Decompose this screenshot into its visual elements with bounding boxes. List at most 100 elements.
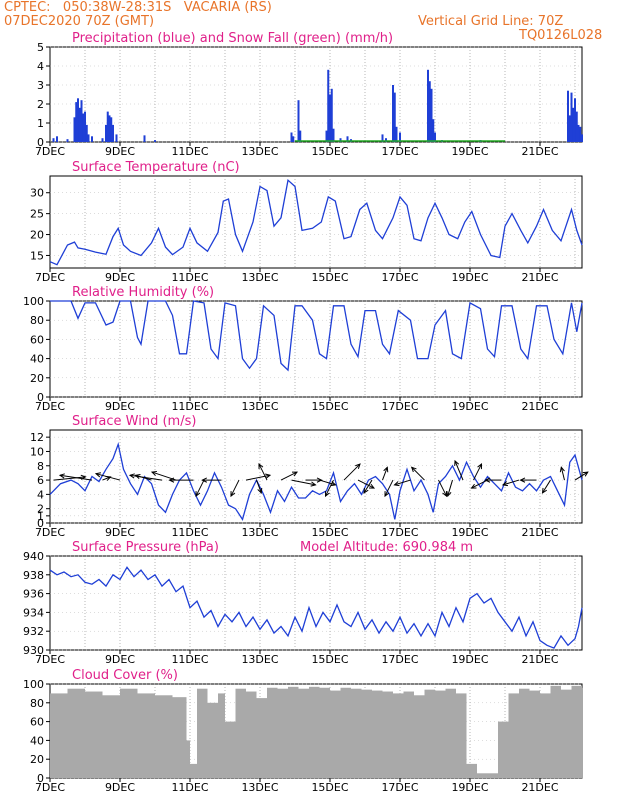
- wind-arrow: [447, 479, 453, 497]
- x-tick-label: 9DEC: [105, 781, 135, 794]
- y-tick-label: 4: [37, 488, 44, 501]
- precip-bar: [392, 85, 394, 142]
- precip-bar: [329, 94, 331, 142]
- wind-arrow: [53, 476, 86, 481]
- y-tick-label: 1: [37, 117, 44, 130]
- precip-bar: [434, 132, 436, 142]
- series-line: [50, 300, 583, 372]
- cloud-bar: [435, 690, 446, 778]
- cloud-bar: [256, 698, 267, 778]
- cloud-bar: [207, 702, 218, 778]
- cloud-bar: [197, 688, 208, 778]
- wind-arrow: [560, 467, 565, 481]
- precip-bar: [430, 88, 433, 142]
- cloud-bar: [172, 697, 187, 778]
- wind-arrow: [319, 479, 336, 486]
- precip-bar: [432, 119, 435, 142]
- cloud-bar: [403, 691, 414, 778]
- wind-arrow: [574, 471, 589, 481]
- panel-5: 0 20 40 60 80 100 7DEC 9DEC 11DEC 13DEC 15DEC 17DEC…: [23, 668, 583, 794]
- x-tick-label: 21DEC: [521, 271, 558, 284]
- x-tick-label: 13DEC: [241, 781, 278, 794]
- cloud-bar: [477, 773, 488, 778]
- y-tick-label: 0: [37, 772, 44, 785]
- series-line: [49, 441, 583, 521]
- precip-bar: [112, 124, 114, 142]
- y-tick-label: 15: [30, 249, 44, 262]
- wind-arrow-head: [128, 473, 135, 479]
- precip-bar: [381, 134, 384, 142]
- panel-2: 0 20 40 60 80 100 7DEC 9DEC 11DEC 13DEC 15DEC 17DEC…: [23, 285, 583, 413]
- y-tick-label: 936: [23, 588, 44, 601]
- wind-arrow: [411, 466, 425, 481]
- wind-arrow-head: [291, 471, 299, 477]
- cloud-bar: [288, 686, 299, 778]
- y-tick-label: 20: [30, 372, 44, 385]
- wind-arrow: [343, 463, 361, 481]
- panel-annotation: Model Altitude: 690.984 m: [300, 540, 473, 555]
- x-tick-label: 11DEC: [171, 526, 208, 539]
- cloud-bar: [235, 688, 246, 778]
- y-tick-label: 40: [30, 734, 44, 747]
- panel-0: 0 1 2 3 4 5 7DEC 9DEC 11DEC 13DEC 15DEC 17DEC 19DEC 2…: [35, 31, 583, 158]
- precip-bar: [579, 126, 582, 142]
- y-tick-label: 0: [37, 136, 44, 149]
- precip-bar: [101, 138, 104, 142]
- wind-arrow-head: [258, 463, 264, 470]
- cloud-bar: [246, 691, 257, 778]
- precip-bar: [106, 111, 109, 142]
- wind-arrow-head: [410, 466, 417, 473]
- panel-frame: [49, 175, 583, 269]
- precip-bar: [75, 102, 78, 142]
- wind-arrow-head: [265, 473, 272, 479]
- panel-1: 15 20 25 30 7DEC 9DEC 11DEC 13DEC 15DEC 17DEC 19DE…: [30, 160, 583, 284]
- panel-title: Surface Pressure (hPa): [72, 540, 219, 555]
- y-tick-label: 30: [30, 187, 44, 200]
- series-line: [49, 178, 583, 266]
- wind-arrow-head: [195, 491, 201, 498]
- precip-bar: [110, 117, 113, 142]
- wind-arrow-head: [201, 477, 208, 483]
- precip-bar: [332, 128, 335, 142]
- precip-bar: [299, 130, 302, 142]
- precip-bar: [73, 117, 76, 142]
- x-tick-label: 15DEC: [311, 526, 348, 539]
- wind-arrow-head: [310, 481, 317, 487]
- cloud-bar: [319, 687, 330, 778]
- cloud-bar: [190, 763, 197, 778]
- wind-arrow-head: [446, 491, 452, 498]
- y-tick-label: 938: [23, 569, 44, 582]
- wind-arrow-head: [442, 491, 448, 498]
- precip-bar: [346, 136, 349, 142]
- precip-bar: [80, 100, 83, 142]
- precip-bar: [395, 126, 398, 142]
- precip-bar: [574, 98, 576, 142]
- cloud-bar: [424, 689, 435, 778]
- panel-4: 930 932 934 936 938 940 7DEC 9DEC 11DEC 13DEC 15DE…: [23, 540, 583, 666]
- wind-arrow: [438, 479, 447, 497]
- wind-arrow: [357, 479, 375, 489]
- wind-arrow-head: [150, 470, 158, 476]
- cloud-bar: [372, 690, 383, 778]
- panel-title: Cloud Cover (%): [72, 668, 178, 683]
- wind-arrow-head: [330, 481, 337, 487]
- y-tick-label: 100: [23, 295, 44, 308]
- y-tick-label: 2: [37, 98, 44, 111]
- y-tick-label: 20: [30, 229, 44, 242]
- precip-bar: [567, 90, 569, 142]
- precip-bar: [568, 115, 571, 142]
- x-tick-label: 7DEC: [35, 526, 65, 539]
- cloud-bar: [487, 773, 498, 778]
- x-tick-label: 11DEC: [171, 781, 208, 794]
- cloud-bar: [102, 695, 120, 778]
- x-tick-label: 17DEC: [381, 400, 418, 413]
- cloud-bar: [498, 721, 509, 778]
- wind-arrow: [129, 474, 163, 481]
- wind-arrow-head: [454, 459, 460, 466]
- precip-bar: [91, 136, 93, 142]
- precip-bar: [115, 134, 118, 142]
- x-tick-label: 7DEC: [35, 400, 65, 413]
- y-tick-label: 6: [37, 474, 44, 487]
- precip-bar: [77, 98, 79, 142]
